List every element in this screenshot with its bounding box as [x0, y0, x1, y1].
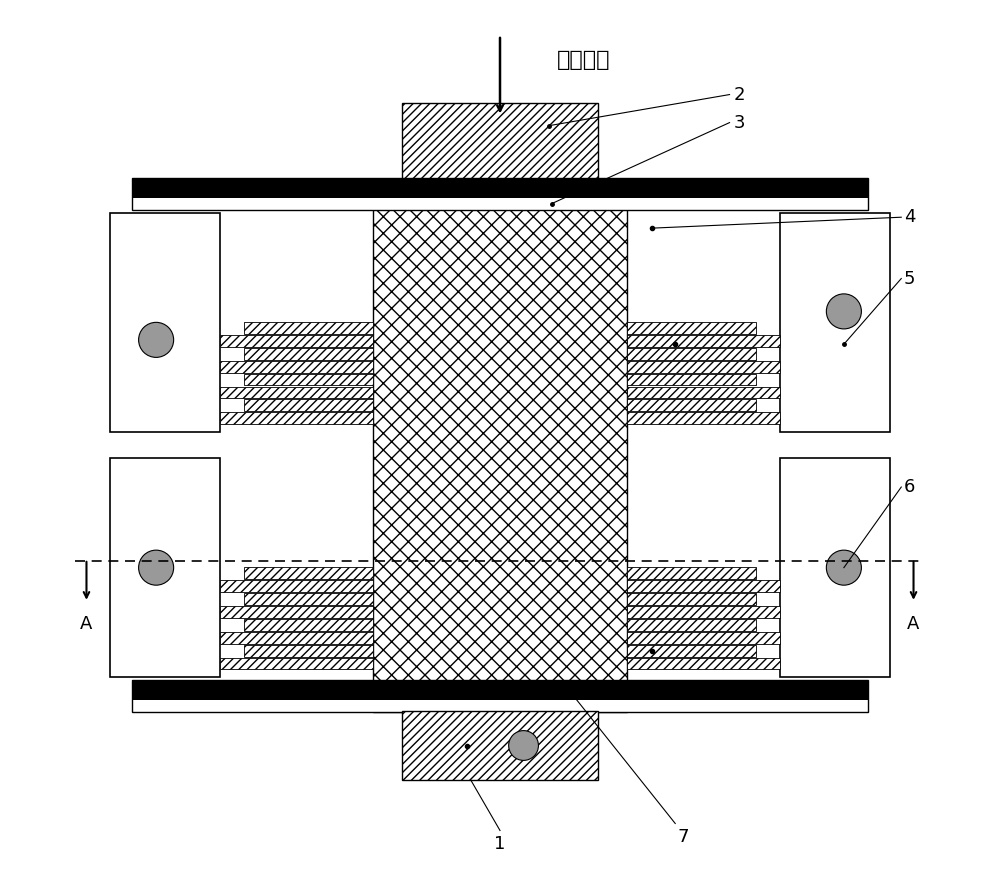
Bar [244, 322, 373, 334]
Circle shape [509, 731, 538, 760]
Bar [627, 632, 780, 643]
Circle shape [139, 322, 174, 358]
Bar [244, 593, 373, 605]
Bar [220, 658, 373, 669]
Bar [627, 322, 756, 334]
Text: A: A [907, 615, 920, 633]
Bar [220, 386, 373, 399]
Bar [627, 644, 756, 657]
Bar [627, 412, 780, 425]
Text: 2: 2 [734, 85, 745, 103]
Bar [110, 213, 220, 432]
Bar [627, 580, 780, 592]
Bar [627, 400, 756, 411]
Bar [402, 103, 598, 178]
Bar [627, 619, 756, 631]
Bar [220, 412, 373, 425]
Bar [220, 360, 373, 373]
Bar [132, 198, 868, 210]
Circle shape [139, 550, 174, 586]
Bar [132, 700, 868, 712]
Bar [244, 374, 373, 385]
Circle shape [826, 294, 861, 329]
Bar [220, 580, 373, 592]
Bar [132, 178, 868, 210]
Text: 5: 5 [904, 270, 915, 287]
Bar [627, 658, 780, 669]
Bar [402, 711, 598, 780]
Bar [627, 568, 756, 579]
Text: 6: 6 [904, 478, 915, 496]
Bar [244, 568, 373, 579]
Bar [244, 400, 373, 411]
Bar [110, 458, 220, 677]
Text: 7: 7 [678, 828, 689, 846]
Bar [244, 644, 373, 657]
Bar [627, 386, 780, 399]
Bar [627, 374, 756, 385]
Bar [220, 335, 373, 347]
Bar [627, 360, 780, 373]
Text: 来流方向: 来流方向 [556, 50, 610, 69]
Bar [627, 606, 780, 618]
Bar [373, 191, 627, 712]
Text: 3: 3 [734, 114, 745, 132]
Bar [244, 348, 373, 360]
Bar [780, 213, 890, 432]
Bar [627, 348, 756, 360]
Bar [780, 458, 890, 677]
Text: 4: 4 [904, 208, 915, 226]
Bar [627, 593, 756, 605]
Bar [132, 178, 868, 198]
Bar [220, 632, 373, 643]
Bar [132, 680, 868, 700]
Text: A: A [80, 615, 93, 633]
Circle shape [826, 550, 861, 586]
Bar [220, 606, 373, 618]
Bar [244, 619, 373, 631]
Bar [627, 335, 780, 347]
Bar [132, 680, 868, 712]
Text: 1: 1 [494, 835, 506, 853]
